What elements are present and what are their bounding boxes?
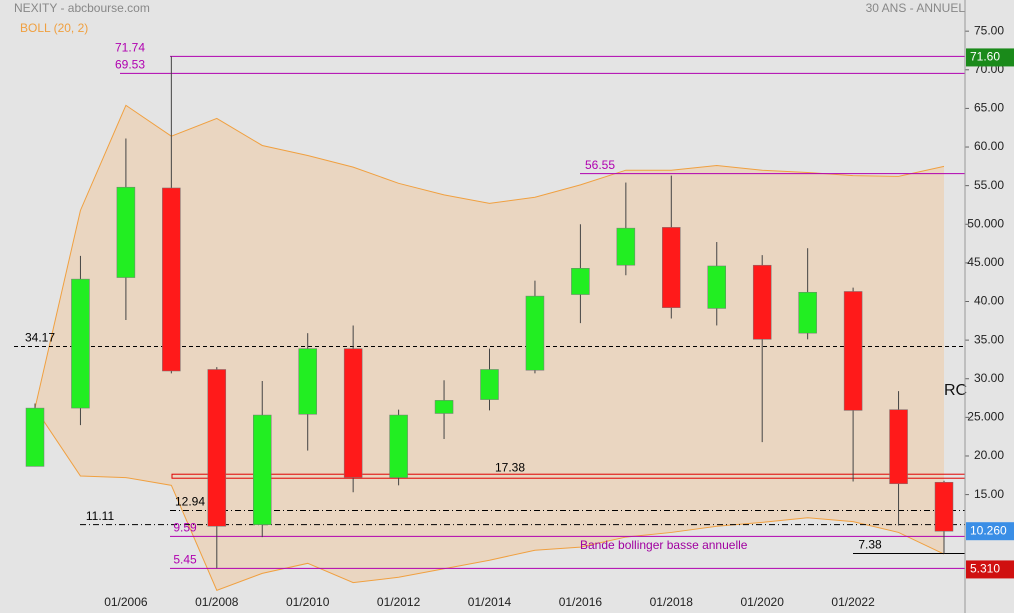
candle-body (253, 414, 272, 525)
y-tick-label: 30.00 (974, 371, 1004, 385)
x-tick-label: 01/2022 (831, 595, 875, 609)
candle-body (843, 291, 863, 411)
price-tag-label: 71.60 (970, 50, 1000, 64)
chart-title: NEXITY - abcbourse.com (14, 1, 150, 15)
candle-body (752, 264, 772, 340)
y-tick-label: 50.000 (967, 216, 1004, 230)
level-label: 5.45 (173, 553, 197, 567)
x-tick-label: 01/2020 (741, 595, 785, 609)
candle-body (571, 268, 590, 295)
price-tag (966, 48, 1014, 67)
candle-body (525, 295, 545, 371)
indicator-label: BOLL (20, 2) (20, 21, 88, 35)
x-tick-label: 01/2016 (559, 595, 603, 609)
x-tick-label: 01/2012 (377, 595, 421, 609)
y-tick-label: 55.00 (974, 178, 1004, 192)
level-label: 34.17 (25, 331, 55, 345)
candle-body (71, 278, 90, 409)
x-tick-label: 01/2014 (468, 595, 512, 609)
candle-body (162, 187, 181, 372)
candle-body (662, 227, 681, 308)
level-label: 69.53 (115, 58, 145, 72)
bollinger-lower (34, 407, 945, 592)
x-tick-label: 01/2006 (104, 595, 148, 609)
price-tag-label: 5.310 (970, 562, 1000, 576)
y-tick-label: 75.00 (974, 23, 1004, 37)
y-tick-label: 25.000 (967, 410, 1004, 424)
candle-body (480, 369, 499, 400)
price-tag-label: 10.260 (970, 523, 1007, 537)
level-label: 71.74 (115, 41, 145, 55)
y-tick-label: 15.00 (974, 487, 1004, 501)
level-label: 11.11 (86, 509, 115, 523)
chart-subtitle: 30 ANS - ANNUEL (866, 1, 966, 15)
x-tick-label: 01/2010 (286, 595, 330, 609)
candle-body (25, 407, 45, 467)
price-tag (966, 522, 1014, 541)
price-tag (966, 560, 1014, 579)
candle-body (434, 400, 454, 414)
annotation: RC (944, 382, 967, 399)
x-tick-label: 01/2018 (650, 595, 694, 609)
candle-body (389, 414, 408, 478)
y-tick-label: 20.00 (974, 448, 1004, 462)
candle-body (298, 348, 317, 415)
annotation: Bande bollinger basse annuelle (580, 538, 748, 552)
y-tick-label: 65.00 (974, 101, 1004, 115)
y-tick-label: 35.00 (974, 332, 1004, 346)
y-tick-label: 45.000 (967, 255, 1004, 269)
candle-body (707, 265, 726, 309)
candle-body (343, 348, 363, 478)
bollinger-upper (34, 104, 945, 409)
level-label: 9.59 (173, 521, 197, 535)
y-tick-label: 60.00 (974, 139, 1004, 153)
level-label: 17.38 (495, 460, 525, 474)
level-label: 12.94 (175, 495, 205, 509)
candle-body (934, 481, 954, 532)
candle-body (798, 291, 817, 334)
candle-body (889, 409, 908, 485)
y-tick-label: 40.00 (974, 294, 1004, 308)
candle-body (116, 186, 136, 278)
level-label: 7.38 (858, 538, 882, 552)
candle-body (616, 227, 636, 266)
candle-body (207, 369, 227, 527)
level-label: 56.55 (585, 158, 615, 172)
x-tick-label: 01/2008 (195, 595, 239, 609)
